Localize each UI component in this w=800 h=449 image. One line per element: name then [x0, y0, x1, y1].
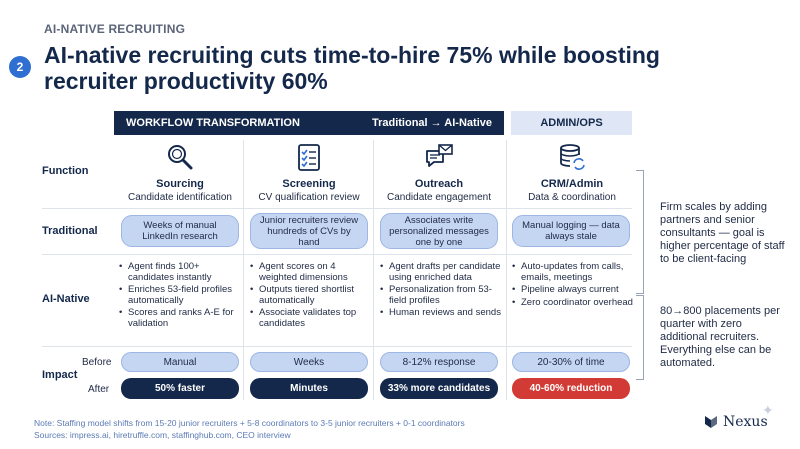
function-subtitle: CV qualification review [258, 192, 360, 203]
sources: Sources: impress.ai, hiretruffle.com, st… [34, 430, 291, 440]
page-title: AI-native recruiting cuts time-to-hire 7… [44, 42, 660, 94]
list-item: Auto-updates from calls, emails, meeting… [511, 261, 637, 283]
list-item: Personalization from 53-field profiles [379, 284, 505, 306]
ai-native-list: Agent drafts per candidate using enriche… [379, 261, 505, 321]
workflow-header-direction: Traditional → AI-Native [371, 117, 492, 129]
list-item: Scores and ranks A-E for validation [118, 307, 244, 329]
bracket-top [636, 170, 644, 294]
function-cell-crm: CRM/Admin Data & coordination [508, 140, 636, 208]
traditional-pill: Weeks of manual LinkedIn research [121, 215, 239, 247]
function-name: CRM/Admin [540, 178, 604, 190]
traditional-pill: Junior recruiters review hundreds of CVs… [250, 213, 368, 249]
impact-after-pill-highlight: 40-60% reduction [512, 378, 630, 399]
admin-header-band: ADMIN/OPS [511, 111, 632, 135]
nexus-logo-icon [705, 416, 717, 428]
row-label-function: Function [42, 165, 89, 177]
list-item: Agent drafts per candidate using enriche… [379, 261, 505, 283]
function-subtitle: Candidate identification [128, 192, 232, 203]
function-name: Screening [282, 178, 336, 190]
magnifier-icon [168, 145, 193, 170]
impact-after-pill: Minutes [250, 378, 368, 399]
row-label-after: After [88, 384, 110, 395]
impact-after-pill: 50% faster [121, 378, 239, 399]
nexus-logo: Nexus [703, 414, 768, 430]
database-sync-icon [560, 144, 585, 170]
footnote: Note: Staffing model shifts from 15-20 j… [34, 418, 465, 428]
function-cell-sourcing: Sourcing Candidate identification [116, 140, 244, 208]
row-divider [42, 254, 632, 255]
list-item: Zero coordinator overhead [511, 297, 637, 309]
checklist-icon [298, 144, 320, 171]
row-label-impact: Impact [42, 369, 78, 381]
function-subtitle: Data & coordination [528, 192, 616, 203]
function-cell-screening: Screening CV qualification review [245, 140, 373, 208]
function-name: Outreach [414, 178, 464, 190]
impact-after-pill: 33% more candidates [380, 378, 498, 399]
list-item: Human reviews and sends [379, 307, 505, 319]
list-item: Outputs tiered shortlist automatically [249, 284, 375, 306]
workflow-header-band: WORKFLOW TRANSFORMATION Traditional → AI… [114, 111, 504, 135]
ai-native-list: Agent finds 100+ candidates instantly En… [118, 261, 244, 331]
workflow-header-label: WORKFLOW TRANSFORMATION [126, 117, 300, 129]
traditional-pill: Manual logging — data always stale [512, 215, 630, 247]
function-cell-outreach: Outreach Candidate engagement [375, 140, 503, 208]
eyebrow-label: AI-NATIVE RECRUITING [44, 22, 186, 36]
list-item: Associate validates top candidates [249, 307, 375, 329]
impact-before-pill: 20-30% of time [512, 352, 630, 372]
list-item: Enriches 53-field profiles automatically [118, 284, 244, 306]
column-divider [506, 140, 507, 400]
logo-text: Nexus [723, 414, 768, 430]
ai-native-list: Auto-updates from calls, emails, meeting… [511, 261, 637, 310]
function-name: Sourcing [156, 178, 204, 190]
row-label-traditional: Traditional [42, 225, 98, 237]
list-item: Pipeline always current [511, 284, 637, 296]
side-note-scaling: Firm scales by adding partners and senio… [660, 201, 785, 265]
row-divider [42, 346, 632, 347]
list-item: Agent scores on 4 weighted dimensions [249, 261, 375, 283]
row-divider [42, 208, 632, 209]
impact-before-pill: Manual [121, 352, 239, 372]
traditional-pill: Associates write personalized messages o… [380, 213, 498, 249]
function-subtitle: Candidate engagement [387, 192, 491, 203]
side-note-placements: 80→800 placements per quarter with zero … [660, 305, 780, 369]
impact-before-pill: Weeks [250, 352, 368, 372]
row-label-before: Before [82, 357, 112, 368]
impact-before-pill: 8-12% response [380, 352, 498, 372]
step-badge: 2 [9, 56, 31, 78]
list-item: Agent finds 100+ candidates instantly [118, 261, 244, 283]
bracket-bottom [636, 295, 644, 380]
row-label-ai-native: AI-Native [42, 293, 90, 305]
sparkle-icon: ✦ [762, 402, 774, 418]
chat-mail-icon [426, 144, 453, 167]
ai-native-list: Agent scores on 4 weighted dimensions Ou… [249, 261, 375, 331]
